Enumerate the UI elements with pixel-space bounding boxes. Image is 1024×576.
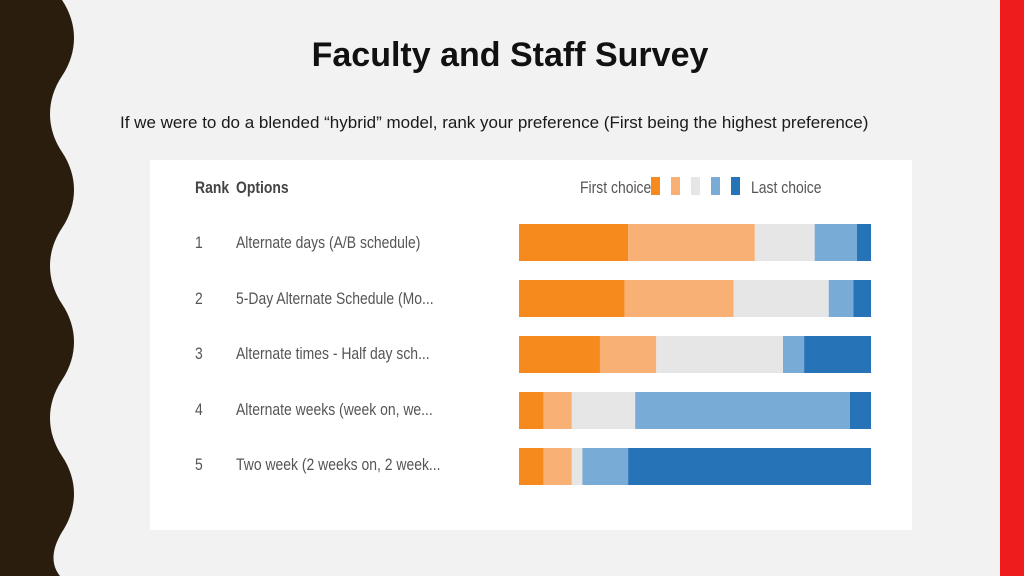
rank-label-4: 4 xyxy=(195,400,203,419)
bar-row1-choice3 xyxy=(754,224,815,261)
legend-swatch-4 xyxy=(711,177,720,195)
bar-row4-choice2 xyxy=(543,392,572,429)
bar-row2-choice2 xyxy=(624,280,734,317)
legend-swatch-5 xyxy=(731,177,740,195)
option-label-1: Alternate days (A/B schedule) xyxy=(236,233,421,252)
legend-swatch-3 xyxy=(691,177,700,195)
bar-row2-choice3 xyxy=(733,280,829,317)
option-label-3: Alternate times - Half day sch... xyxy=(236,344,430,363)
legend-swatch-2 xyxy=(671,177,680,195)
legend-swatch-1 xyxy=(651,177,660,195)
bar-row5-choice2 xyxy=(543,448,572,485)
bar-row2-choice1 xyxy=(519,280,625,317)
bar-row4-choice1 xyxy=(519,392,544,429)
rank-label-2: 2 xyxy=(195,289,203,308)
option-label-5: Two week (2 weeks on, 2 week... xyxy=(236,455,441,474)
bar-row3-choice4 xyxy=(783,336,805,373)
bar-row2-choice5 xyxy=(853,280,871,317)
survey-question: If we were to do a blended “hybrid” mode… xyxy=(120,113,869,132)
bar-row3-choice2 xyxy=(599,336,657,373)
bar-row1-choice5 xyxy=(856,224,871,261)
bar-row5-choice3 xyxy=(571,448,583,485)
bar-row5-choice1 xyxy=(519,448,544,485)
bar-row4-choice5 xyxy=(849,392,871,429)
legend-last-choice: Last choice xyxy=(751,178,822,197)
bar-row1-choice2 xyxy=(628,224,755,261)
legend-first-choice: First choice xyxy=(580,178,652,197)
bar-row4-choice4 xyxy=(635,392,850,429)
rank-column-header: Rank xyxy=(195,178,230,197)
bar-row5-choice4 xyxy=(582,448,629,485)
bar-row3-choice5 xyxy=(804,336,871,373)
rank-label-1: 1 xyxy=(195,233,203,252)
wave-shape xyxy=(0,0,74,576)
option-label-4: Alternate weeks (week on, we... xyxy=(236,400,433,419)
bar-row1-choice4 xyxy=(814,224,857,261)
bar-row3-choice1 xyxy=(519,336,600,373)
rank-label-3: 3 xyxy=(195,344,203,363)
bar-row5-choice5 xyxy=(628,448,871,485)
decorative-wave-border xyxy=(0,0,74,576)
option-label-2: 5-Day Alternate Schedule (Mo... xyxy=(236,289,434,308)
bar-row4-choice3 xyxy=(571,392,636,429)
right-accent-bar xyxy=(1000,0,1024,576)
bar-row3-choice3 xyxy=(656,336,783,373)
rank-label-5: 5 xyxy=(195,455,203,474)
bar-row2-choice4 xyxy=(828,280,854,317)
bar-row1-choice1 xyxy=(519,224,629,261)
page-title: Faculty and Staff Survey xyxy=(311,36,709,74)
options-column-header: Options xyxy=(236,178,289,197)
